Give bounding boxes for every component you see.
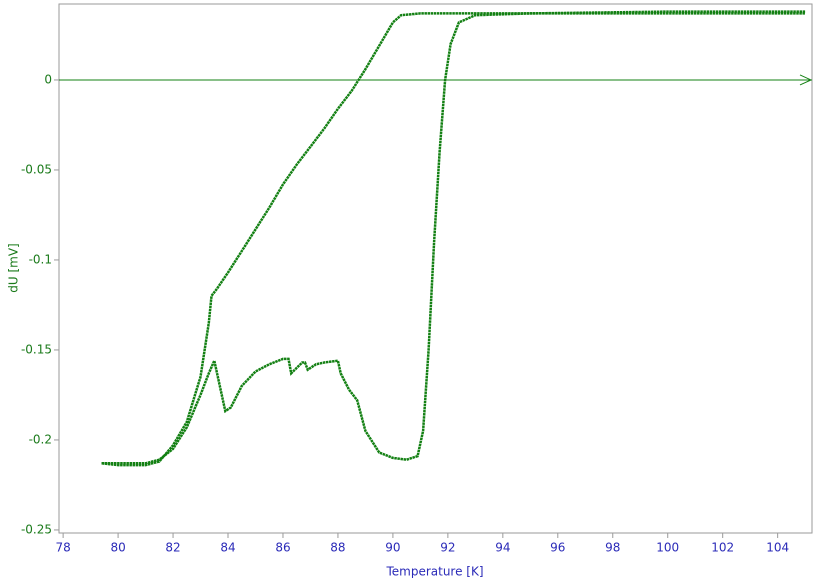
x-axis-label: Temperature [K] — [385, 565, 483, 579]
x-tick-label: 80 — [110, 541, 125, 555]
x-tick-label: 92 — [440, 541, 455, 555]
x-tick-label: 78 — [55, 541, 70, 555]
x-tick-label: 100 — [656, 541, 679, 555]
y-tick-label: -0.05 — [21, 162, 52, 176]
data-line — [101, 10, 806, 467]
y-tick-label: -0.2 — [29, 432, 52, 446]
zero-arrow — [799, 74, 813, 86]
x-tick-label: 96 — [550, 541, 565, 555]
x-tick-label: 90 — [385, 541, 400, 555]
x-tick-label: 98 — [605, 541, 620, 555]
y-tick-label: -0.1 — [29, 252, 52, 266]
y-tick-label: 0 — [44, 72, 52, 86]
x-tick-label: 102 — [711, 541, 734, 555]
x-tick-label: 86 — [275, 541, 290, 555]
x-tick-label: 94 — [495, 541, 510, 555]
y-axis-label: dU [mV] — [7, 243, 21, 292]
x-tick-label: 84 — [220, 541, 235, 555]
y-tick-label: -0.25 — [21, 522, 52, 536]
data-line — [101, 12, 806, 465]
x-tick-label: 88 — [330, 541, 345, 555]
x-tick-label: 82 — [165, 541, 180, 555]
x-tick-label: 104 — [766, 541, 789, 555]
y-tick-label: -0.15 — [21, 342, 52, 356]
plot-frame — [58, 3, 813, 534]
